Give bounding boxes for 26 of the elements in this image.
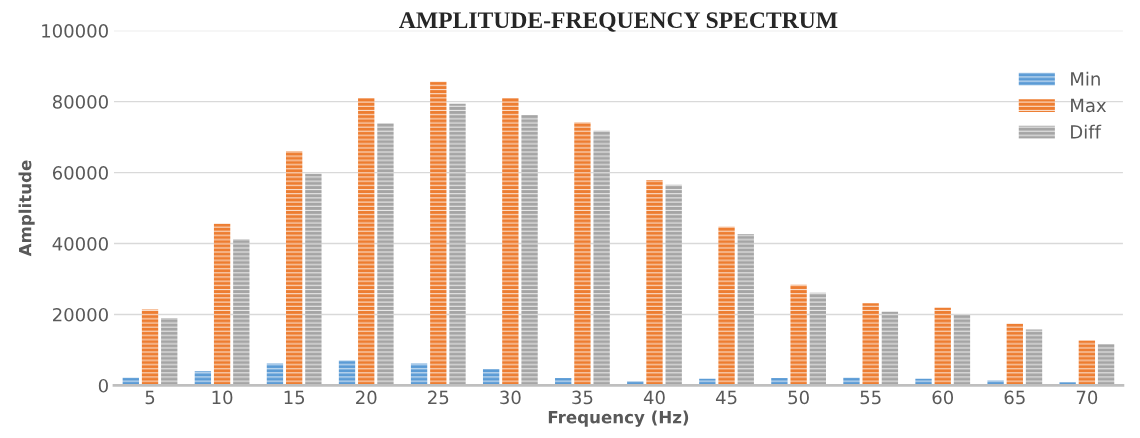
x-tick-label: 15	[284, 390, 305, 405]
x-tick-label: 30	[500, 390, 521, 405]
x-tick-label: 20	[356, 390, 377, 405]
x-axis-title: Frequency (Hz)	[548, 410, 689, 427]
legend-label: Min	[1071, 71, 1100, 86]
x-tick-label: 35	[572, 390, 593, 405]
y-tick-label: 60000	[52, 166, 108, 180]
x-tick-label: 10	[212, 390, 233, 405]
x-tick-label: 50	[788, 390, 809, 405]
y-tick-label: 100000	[42, 24, 108, 38]
x-tick-label: 60	[932, 390, 954, 405]
legend-label: Diff	[1071, 124, 1102, 139]
y-tick-label: 0	[98, 378, 108, 393]
legend-label: Max	[1071, 98, 1107, 113]
chart-title: AMPLITUDE-FREQUENCY SPECTRUM	[399, 12, 838, 32]
x-tick-label: 55	[860, 390, 881, 405]
y-axis-title: Amplitude	[18, 160, 35, 257]
x-tick-label: 65	[1004, 390, 1025, 405]
x-tick-label: 70	[1076, 390, 1098, 405]
x-tick-label: 45	[715, 390, 737, 405]
x-tick-label: 5	[145, 390, 155, 405]
y-tick-label: 20000	[53, 307, 108, 322]
x-tick-label: 40	[643, 390, 665, 405]
y-tick-label: 80000	[52, 95, 108, 109]
y-tick-label: 40000	[52, 236, 108, 251]
x-tick-label: 25	[428, 390, 449, 405]
